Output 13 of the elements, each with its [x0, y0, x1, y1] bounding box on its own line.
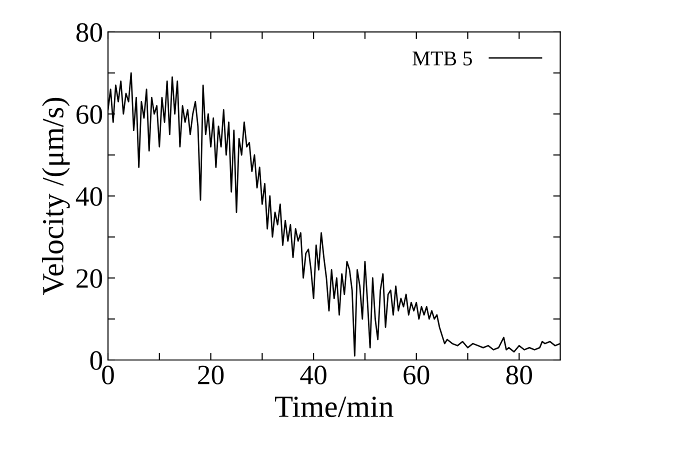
x-tick-label: 0 — [102, 366, 114, 384]
x-tick-label: 60 — [404, 366, 430, 384]
x-axis-title: Time/min — [274, 396, 394, 418]
y-tick-label: 20 — [76, 269, 102, 288]
y-tick-label: 0 — [90, 351, 102, 370]
x-tick-label: 40 — [300, 366, 326, 384]
y-tick-label: 60 — [76, 105, 102, 124]
y-tick-label: 40 — [76, 187, 102, 206]
x-tick-label: 20 — [198, 366, 224, 384]
legend-label: MTB 5 — [412, 52, 472, 66]
y-tick-label: 80 — [76, 23, 102, 42]
x-tick-label: 80 — [506, 366, 532, 384]
y-axis-title: Velocity /(μm/s) — [42, 98, 70, 296]
